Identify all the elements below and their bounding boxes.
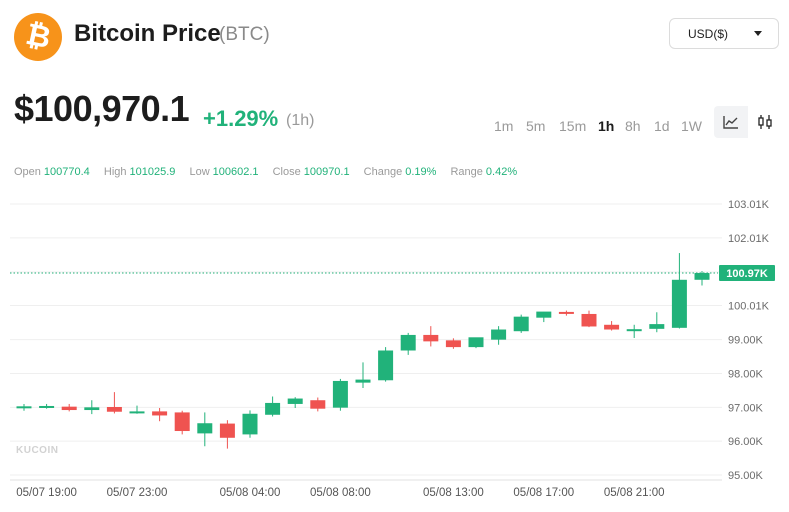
currency-select[interactable]: USD($) — [669, 18, 779, 49]
timeframe-5m[interactable]: 5m — [526, 118, 546, 134]
bitcoin-logo-icon: ₿ — [14, 13, 62, 61]
line-chart-button[interactable] — [714, 106, 748, 138]
candle-body — [242, 413, 258, 435]
candle-body — [219, 423, 235, 438]
chart-type-toggle — [714, 106, 782, 138]
caret-down-icon — [754, 31, 762, 36]
y-tick-label: 102.01K — [728, 233, 770, 245]
candle-body — [265, 402, 281, 415]
coin-symbol: (BTC) — [219, 24, 270, 45]
timeframe-1w[interactable]: 1W — [681, 118, 702, 134]
timeframe-1h[interactable]: 1h — [598, 118, 615, 134]
stat-value: 0.42% — [485, 166, 518, 178]
x-tick-label: 05/08 04:00 — [220, 487, 281, 499]
candle-body — [152, 411, 168, 416]
currency-select-label: USD($) — [688, 26, 729, 41]
y-tick-label: 98.00K — [728, 369, 764, 381]
candle-body — [39, 405, 55, 408]
candle-body — [445, 340, 461, 348]
candle-body — [129, 411, 145, 414]
candle-body — [378, 350, 394, 381]
candlestick-chart-button[interactable] — [748, 106, 782, 138]
x-tick-label: 05/08 17:00 — [513, 487, 574, 499]
candle-body — [16, 406, 32, 409]
y-tick-label: 99.00K — [728, 335, 764, 347]
candle-body — [197, 423, 213, 434]
stat-label: Open — [14, 166, 41, 178]
stat-label: Change — [363, 166, 403, 178]
y-tick-label: 100.01K — [728, 300, 770, 312]
current-price-tag — [719, 265, 775, 282]
coin-title: Bitcoin Price — [74, 20, 221, 47]
y-tick-label: 97.00K — [728, 402, 764, 414]
price-change-period: (1h) — [286, 112, 315, 129]
ohlc-stats: Open 100770.4 High 101025.9 Low 100602.1 Cl… — [14, 166, 528, 178]
candle-body — [513, 316, 529, 332]
candle-body — [287, 398, 303, 404]
candlestick-icon — [758, 115, 772, 129]
candle-body — [332, 380, 348, 408]
stat-label: High — [103, 166, 127, 178]
candlestick-chart[interactable]: 103.01K102.01K101.00K100.01K99.00K98.00K… — [0, 190, 789, 512]
candle-body — [649, 324, 665, 329]
y-tick-label: 103.01K — [728, 199, 770, 211]
candle-body — [310, 400, 326, 409]
stat-value: 100602.1 — [212, 166, 259, 178]
current-price-label: 100.97K — [726, 268, 768, 280]
x-tick-label: 05/08 08:00 — [310, 487, 371, 499]
stat-value: 100970.1 — [303, 166, 350, 178]
timeframe-15m[interactable]: 15m — [559, 118, 587, 134]
x-tick-label: 05/07 19:00 — [16, 487, 77, 499]
candle-body — [468, 337, 484, 348]
stat-value: 0.19% — [405, 166, 437, 178]
candle-body — [671, 279, 687, 328]
candle-body — [84, 407, 100, 411]
price-change: +1.29% — [203, 106, 279, 131]
x-tick-label: 05/07 23:00 — [107, 487, 168, 499]
y-tick-label: 95.00K — [728, 470, 764, 482]
candle-body — [558, 311, 574, 314]
candle-body — [694, 273, 710, 280]
stat-value: 100770.4 — [43, 166, 90, 178]
candle-body — [536, 311, 552, 318]
timeframe-8h[interactable]: 8h — [625, 118, 641, 134]
candle-body — [355, 379, 371, 383]
current-price: $100,970.1 — [14, 88, 190, 129]
candle-body — [106, 406, 122, 412]
candle-body — [61, 406, 77, 411]
x-tick-label: 05/08 13:00 — [423, 487, 484, 499]
line-chart-icon — [723, 116, 738, 129]
y-tick-label: 96.00K — [728, 436, 764, 448]
x-tick-label: 05/08 21:00 — [604, 487, 665, 499]
stat-label: Close — [272, 166, 301, 178]
candle-body — [174, 412, 190, 432]
candle-body — [581, 313, 597, 327]
kucoin-watermark: KUCOIN — [16, 445, 59, 456]
candle-body — [423, 334, 439, 342]
timeframe-1m[interactable]: 1m — [494, 118, 514, 134]
candle-body — [626, 329, 642, 332]
timeframe-1d[interactable]: 1d — [654, 118, 670, 134]
candle-body — [491, 329, 507, 340]
stat-value: 101025.9 — [129, 166, 176, 178]
stat-label: Low — [189, 166, 210, 178]
stat-label: Range — [450, 166, 483, 178]
candle-body — [604, 324, 620, 330]
candle-body — [400, 334, 416, 351]
